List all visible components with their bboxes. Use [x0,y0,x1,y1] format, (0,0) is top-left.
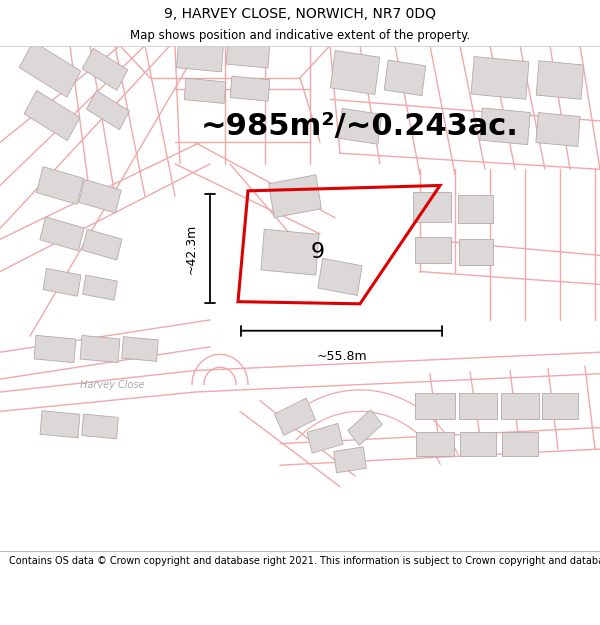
Text: 9, HARVEY CLOSE, NORWICH, NR7 0DQ: 9, HARVEY CLOSE, NORWICH, NR7 0DQ [164,7,436,21]
Polygon shape [318,258,362,296]
Text: ~985m²/~0.243ac.: ~985m²/~0.243ac. [201,112,519,141]
Polygon shape [37,167,83,204]
Polygon shape [19,41,81,97]
Polygon shape [348,410,382,446]
Polygon shape [471,57,529,99]
Polygon shape [307,424,343,453]
Polygon shape [43,268,81,296]
Polygon shape [536,112,580,146]
Polygon shape [86,91,130,130]
Polygon shape [82,229,122,260]
Polygon shape [502,432,538,456]
Polygon shape [40,217,84,251]
Polygon shape [413,192,451,222]
Polygon shape [261,229,319,275]
Polygon shape [536,61,584,99]
Polygon shape [122,337,158,361]
Polygon shape [34,336,76,362]
Text: ~55.8m: ~55.8m [316,350,367,363]
Polygon shape [458,195,493,223]
Polygon shape [230,76,270,101]
Text: Map shows position and indicative extent of the property.: Map shows position and indicative extent… [130,29,470,42]
Polygon shape [460,432,496,456]
Polygon shape [334,447,366,472]
Polygon shape [501,393,539,419]
Polygon shape [459,239,493,265]
Text: Contains OS data © Crown copyright and database right 2021. This information is : Contains OS data © Crown copyright and d… [9,556,600,566]
Polygon shape [80,336,120,362]
Polygon shape [79,179,121,213]
Polygon shape [269,175,322,218]
Text: ~42.3m: ~42.3m [185,223,198,274]
Polygon shape [176,41,224,72]
Polygon shape [384,60,426,96]
Polygon shape [82,414,118,439]
Polygon shape [40,411,80,438]
Polygon shape [459,393,497,419]
Polygon shape [416,432,454,456]
Polygon shape [24,91,80,141]
Text: 9: 9 [311,242,325,262]
Polygon shape [480,108,530,144]
Text: Harvey Close: Harvey Close [80,379,145,389]
Polygon shape [330,51,380,94]
Polygon shape [542,393,578,419]
Polygon shape [338,108,382,144]
Polygon shape [415,237,451,263]
Polygon shape [274,398,316,436]
Polygon shape [82,48,128,90]
Polygon shape [83,275,118,300]
Polygon shape [184,78,226,103]
Polygon shape [415,392,455,419]
Polygon shape [226,41,270,68]
